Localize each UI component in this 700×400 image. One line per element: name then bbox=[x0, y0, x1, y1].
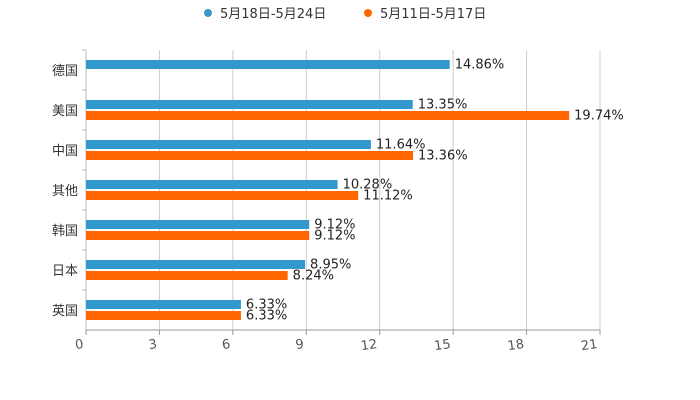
bar bbox=[86, 231, 310, 240]
legend: 5月18日-5月24日 5月11日-5月17日 bbox=[204, 7, 486, 22]
bar bbox=[86, 191, 359, 200]
category-label: 英国 bbox=[52, 304, 78, 319]
data-label: 19.74% bbox=[574, 109, 624, 124]
data-label: 13.36% bbox=[418, 149, 468, 164]
bar bbox=[86, 300, 241, 309]
x-tick-label: 18 bbox=[507, 337, 525, 354]
legend-marker bbox=[204, 9, 212, 17]
data-label: 6.33% bbox=[246, 309, 287, 324]
x-tick-label: 15 bbox=[433, 337, 451, 354]
category-label: 韩国 bbox=[52, 224, 78, 239]
legend-label: 5月11日-5月17日 bbox=[380, 7, 486, 22]
data-label: 6.33% bbox=[246, 298, 287, 313]
bar bbox=[86, 151, 414, 160]
category-label: 德国 bbox=[52, 64, 78, 79]
data-label: 8.95% bbox=[310, 258, 351, 273]
x-tick-label: 3 bbox=[148, 337, 158, 353]
bar bbox=[86, 260, 306, 269]
category-label: 中国 bbox=[52, 144, 78, 159]
bar bbox=[86, 311, 241, 320]
category-label: 美国 bbox=[52, 104, 78, 119]
data-label: 11.12% bbox=[363, 189, 413, 204]
category-label: 日本 bbox=[52, 264, 78, 279]
bar bbox=[86, 220, 310, 229]
legend-marker bbox=[364, 9, 372, 17]
data-label: 14.86% bbox=[455, 58, 505, 73]
data-label: 8.24% bbox=[293, 269, 334, 284]
data-label: 9.12% bbox=[314, 229, 355, 244]
bar bbox=[86, 180, 338, 189]
data-label: 10.28% bbox=[343, 178, 393, 193]
bar bbox=[86, 111, 570, 120]
x-tick-label: 12 bbox=[360, 337, 378, 354]
bar bbox=[86, 140, 371, 149]
bars bbox=[86, 60, 570, 320]
data-label: 9.12% bbox=[314, 218, 355, 233]
bar bbox=[86, 271, 288, 280]
x-tick-label: 6 bbox=[221, 337, 231, 353]
labels: 14.86% 13.35% 19.74% 11.64%13.36% 10.28%11.1… bbox=[246, 58, 624, 324]
x-tick-label: 0 bbox=[74, 337, 84, 353]
category-label: 其他 bbox=[52, 184, 78, 199]
data-label: 13.35% bbox=[418, 98, 468, 113]
data-label: 11.64% bbox=[376, 138, 426, 153]
bar bbox=[86, 100, 413, 109]
gridlines bbox=[158, 50, 601, 330]
legend-label: 5月18日-5月24日 bbox=[220, 7, 326, 22]
bar bbox=[86, 60, 450, 69]
x-tick-label: 21 bbox=[580, 337, 598, 354]
x-tick-label: 9 bbox=[295, 337, 305, 353]
